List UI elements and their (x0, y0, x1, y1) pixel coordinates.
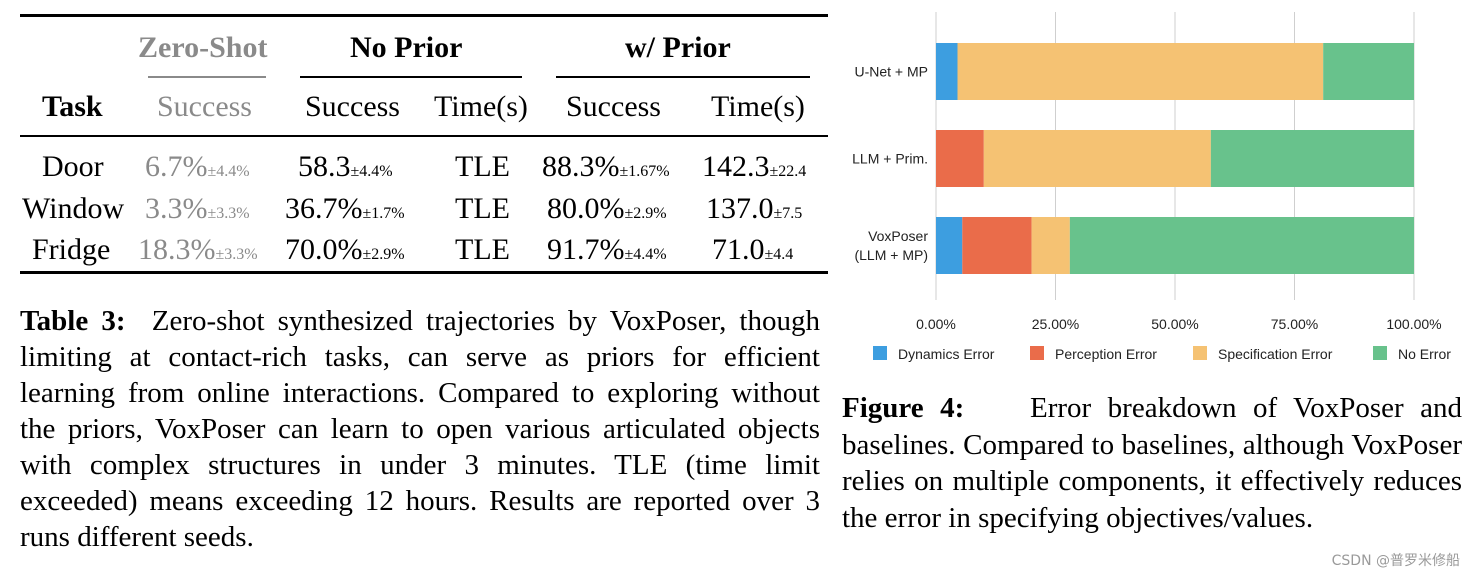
cmidrule-w-prior (556, 76, 810, 78)
legend-label: Perception Error (1055, 346, 1157, 362)
row-fridge-task: Fridge (32, 233, 111, 266)
header-zero-shot: Zero-Shot (138, 31, 268, 64)
legend-swatch (1030, 346, 1044, 360)
row-door-zero-shot: 6.7%±4.4% (145, 150, 250, 183)
x-tick-label: 75.00% (1271, 316, 1318, 332)
y-category-label: U-Net + MP (854, 64, 928, 80)
row-window-zero-shot: 3.3%±3.3% (145, 192, 250, 225)
bar-segment (1210, 130, 1414, 187)
bar-segment (1323, 43, 1414, 100)
header-time-no-prior: Time(s) (434, 90, 528, 123)
error-breakdown-chart: 0.00% 25.00% 50.00% 75.00% 100.00% U-Net + MP… (852, 12, 1451, 362)
figure-caption: Figure 4: Error breakdown of VoxPoser an… (842, 390, 1462, 536)
x-tick-label: 25.00% (1032, 316, 1079, 332)
row-door-task: Door (42, 150, 104, 183)
x-tick-label: 100.00% (1386, 316, 1441, 332)
y-category-label: (LLM + MP) (854, 247, 928, 263)
watermark: CSDN @普罗米修船 (1331, 553, 1460, 569)
x-tick-label: 0.00% (916, 316, 956, 332)
table-mid-rule (20, 135, 828, 137)
row-window-w-prior-success: 80.0%±2.9% (547, 192, 667, 225)
legend-swatch (1373, 346, 1387, 360)
row-window-task: Window (22, 192, 125, 225)
row-fridge-w-prior-time: 71.0±4.4 (712, 233, 794, 266)
figure-caption-label: Figure 4: (842, 392, 965, 424)
bar-segment (1069, 217, 1414, 274)
cmidrule-no-prior (300, 76, 522, 78)
bar-segment (962, 217, 1032, 274)
table-bottom-rule (20, 271, 828, 274)
row-fridge-zero-shot: 18.3%±3.3% (138, 233, 258, 266)
row-fridge-no-prior-time: TLE (455, 233, 510, 266)
bar-segment (936, 217, 963, 274)
row-door-no-prior-success: 58.3±4.4% (298, 150, 393, 183)
row-door-w-prior-success: 88.3%±1.67% (542, 150, 670, 183)
bar-segment (957, 43, 1324, 100)
y-category-label: LLM + Prim. (852, 151, 928, 167)
table-caption: Table 3: Zero-shot synthesized trajector… (20, 303, 820, 555)
header-success-no-prior: Success (305, 90, 400, 123)
bar-segment (983, 130, 1211, 187)
row-window-no-prior-success: 36.7%±1.7% (285, 192, 405, 225)
x-tick-label: 50.00% (1151, 316, 1198, 332)
legend-label: Specification Error (1218, 346, 1333, 362)
header-success-zero-shot: Success (157, 90, 252, 123)
row-window-no-prior-time: TLE (455, 192, 510, 225)
table-caption-text: Zero-shot synthesized trajectories by Vo… (20, 305, 820, 553)
cmidrule-zero-shot (148, 76, 266, 78)
header-time-w-prior: Time(s) (711, 90, 805, 123)
header-task: Task (42, 90, 103, 123)
row-door-no-prior-time: TLE (455, 150, 510, 183)
legend-label: Dynamics Error (898, 346, 995, 362)
legend-swatch (873, 346, 887, 360)
bar-segment (1031, 217, 1070, 274)
bar-segment (936, 130, 984, 187)
header-w-prior: w/ Prior (625, 31, 731, 64)
row-door-w-prior-time: 142.3±22.4 (702, 150, 807, 183)
legend-swatch (1193, 346, 1207, 360)
y-category-label: VoxPoser (868, 228, 928, 244)
header-no-prior: No Prior (350, 31, 463, 64)
bar-segment (936, 43, 958, 100)
header-success-w-prior: Success (566, 90, 661, 123)
row-fridge-no-prior-success: 70.0%±2.9% (285, 233, 405, 266)
table-caption-label: Table 3: (20, 305, 126, 337)
table-top-rule (20, 14, 828, 17)
row-fridge-w-prior-success: 91.7%±4.4% (547, 233, 667, 266)
row-window-w-prior-time: 137.0±7.5 (706, 192, 803, 225)
legend-label: No Error (1398, 346, 1451, 362)
figure-caption-text: Error breakdown of VoxPoser and baseline… (842, 392, 1463, 534)
